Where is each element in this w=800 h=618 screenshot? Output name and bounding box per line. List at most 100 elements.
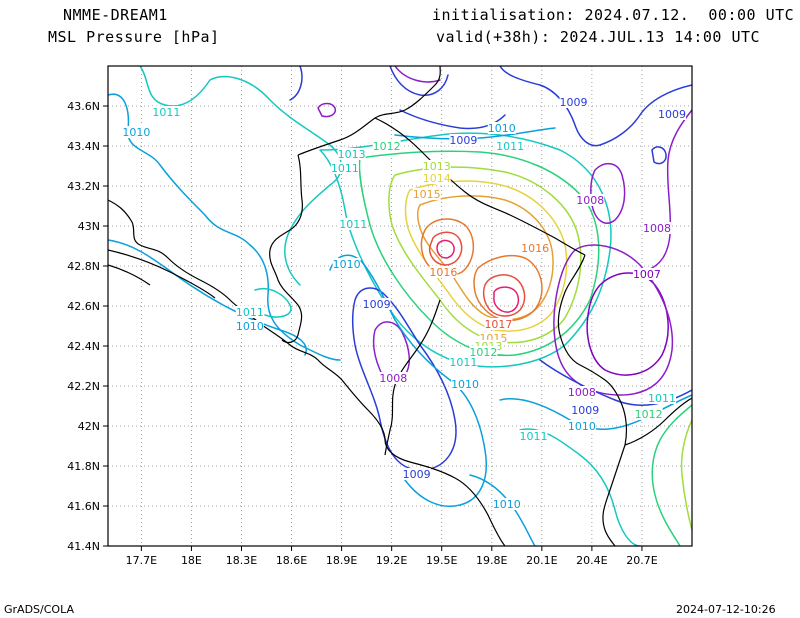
contour-label-bg <box>332 258 361 270</box>
contour-label: 1008 <box>643 222 671 235</box>
contour-label-bg <box>519 430 548 442</box>
axis-ticks: 17.7E 18E 18.3E 18.6E 18.9E 19.2E 19.5E 19.8E 20… <box>67 100 657 567</box>
x-tick-label: 17.7E <box>126 554 157 567</box>
contour-label-bg <box>487 122 516 134</box>
y-tick-label: 42.4N <box>67 340 100 353</box>
x-tick-label: 20.4E <box>576 554 607 567</box>
isobar-1009-west <box>352 287 457 471</box>
isobar-1009-nw <box>389 66 449 96</box>
contour-label: 1009 <box>658 108 686 121</box>
contour-label-bg <box>492 498 521 510</box>
contour-label-bg <box>632 268 661 280</box>
isobar-1011-coast <box>254 288 292 318</box>
border-mne-alb <box>384 299 441 456</box>
contour-label: 1008 <box>379 372 407 385</box>
isobar-1008-east <box>647 109 692 271</box>
x-tick-label: 19.2E <box>376 554 407 567</box>
contour-label-bg <box>412 188 441 200</box>
x-tick-label: 20.7E <box>626 554 657 567</box>
contour-label: 1007 <box>633 268 661 281</box>
y-tick-label: 41.6N <box>67 500 100 513</box>
contour-label: 1008 <box>576 194 604 207</box>
contour-label-bg <box>449 356 478 368</box>
isobar-1010-small <box>651 146 667 165</box>
contour-label: 1010 <box>333 258 361 271</box>
contour-label: 1011 <box>331 162 359 175</box>
contour-label: 1011 <box>519 430 547 443</box>
contour-label-bg <box>469 346 498 358</box>
contour-label: 1009 <box>449 134 477 147</box>
contour-label: 1014 <box>423 172 451 185</box>
contour-label-bg <box>451 378 480 390</box>
contour-label: 1010 <box>493 498 521 511</box>
contour-label: 1011 <box>339 218 367 231</box>
contour-label-bg <box>422 160 451 172</box>
contour-label: 1010 <box>568 420 596 433</box>
contour-label: 1011 <box>496 140 524 153</box>
contour-label-bg <box>337 148 366 160</box>
x-tick-label: 18E <box>181 554 202 567</box>
y-tick-label: 43.6N <box>67 100 100 113</box>
x-tick-label: 19.8E <box>476 554 507 567</box>
x-tick-label: 18.9E <box>326 554 357 567</box>
contour-label-bg <box>372 140 401 152</box>
isobar-1008-midwest <box>590 163 626 224</box>
contour-label-bg <box>657 108 686 120</box>
coastline-peninsula <box>108 264 151 286</box>
contour-label-bg <box>647 392 676 404</box>
contour-label-bg <box>521 242 550 254</box>
isobar-1010-west <box>329 254 487 507</box>
contour-label-bg <box>559 96 588 108</box>
contour-label: 1009 <box>571 404 599 417</box>
contour-label: 1011 <box>648 392 676 405</box>
isobar-1010-south <box>499 394 692 430</box>
y-tick-label: 43.2N <box>67 180 100 193</box>
contour-label-bg <box>402 468 431 480</box>
isobar-1018-west <box>436 239 455 259</box>
isobar-1012-south <box>651 404 692 546</box>
contour-label-bg <box>235 306 264 318</box>
valid-time: valid(+38h): 2024.JUL.13 14:00 UTC <box>436 28 761 46</box>
contour-label-bg <box>422 172 451 184</box>
isobar-1009-left <box>289 66 303 101</box>
contour-label-bg <box>576 194 605 206</box>
model-name: NMME-DREAM1 <box>63 6 168 24</box>
contour-label: 1013 <box>423 160 451 173</box>
border-kos-alb <box>557 254 628 446</box>
contour-label-bg <box>362 298 391 310</box>
isobar-1014 <box>404 180 568 332</box>
isobar-1010-coast <box>108 239 307 356</box>
y-tick-label: 43.4N <box>67 140 100 153</box>
field-name: MSL Pressure [hPa] <box>48 28 220 46</box>
contour-label-bg <box>429 266 458 278</box>
contour-label-bg <box>122 126 151 138</box>
contour-label: 1010 <box>488 122 516 135</box>
y-tick-label: 42N <box>78 420 100 433</box>
isobar-1011-south <box>519 428 641 546</box>
contour-label: 1012 <box>469 346 497 359</box>
y-tick-label: 41.4N <box>67 540 100 553</box>
isobar-1008-nw <box>394 66 441 83</box>
x-tick-label: 19.5E <box>426 554 457 567</box>
contour-label-bg <box>496 140 525 152</box>
border-bih-mne <box>269 154 303 344</box>
contour-label-bg <box>379 372 408 384</box>
border-kos-mkd <box>624 397 692 446</box>
contour-label: 1010 <box>122 126 150 139</box>
contour-label-bg <box>571 404 600 416</box>
isobar-1016-west <box>420 218 474 276</box>
y-tick-label: 42.6N <box>67 300 100 313</box>
contour-label: 1012 <box>373 140 401 153</box>
contour-label: 1009 <box>403 468 431 481</box>
contour-label-bg <box>567 420 596 432</box>
border-alb-mkd <box>602 444 626 546</box>
contour-label-bg <box>484 318 513 330</box>
contour-label-bg <box>449 134 478 146</box>
contour-label: 1012 <box>635 408 663 421</box>
contour-label: 1013 <box>338 148 366 161</box>
contour-label: 1009 <box>363 298 391 311</box>
contour-label: 1016 <box>429 266 457 279</box>
contour-label: 1011 <box>152 106 180 119</box>
isobar-1009-small <box>317 102 337 118</box>
